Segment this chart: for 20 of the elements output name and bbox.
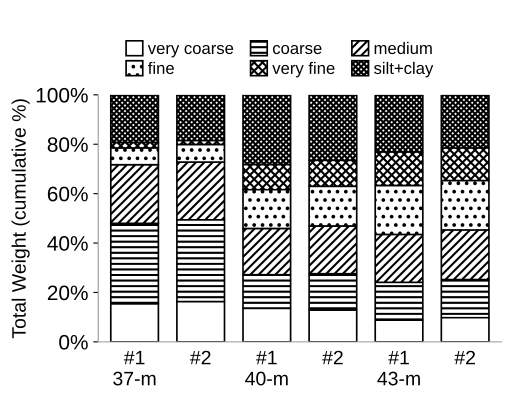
x-tick-label: #1 37-m [113, 350, 156, 386]
y-tick-label: 40% [47, 236, 88, 251]
bar [176, 94, 226, 142]
legend-label: very coarse [148, 44, 234, 58]
y-tick-label: 100% [36, 88, 88, 103]
y-tick-label: 20% [48, 285, 88, 300]
y-tick-label: 0% [59, 334, 88, 350]
x-tick-label: #2 [454, 350, 475, 364]
y-axis-title: Total Weight (cumulative %) [12, 99, 30, 338]
y-tick-label: 80% [48, 137, 88, 152]
legend-label: very fine [272, 62, 334, 78]
x-tick-label: #1 40-m [245, 350, 288, 386]
legend-label: medium [374, 42, 432, 54]
x-tick-label: #1 43-m [377, 350, 420, 386]
legend-label: fine [148, 62, 174, 74]
x-tick-label: #2 [322, 350, 343, 364]
legend-label: coarse [272, 44, 322, 54]
y-tick-label: 60% [48, 186, 88, 202]
legend-label: silt+clay [374, 62, 434, 78]
x-tick-label: #2 [190, 350, 211, 364]
